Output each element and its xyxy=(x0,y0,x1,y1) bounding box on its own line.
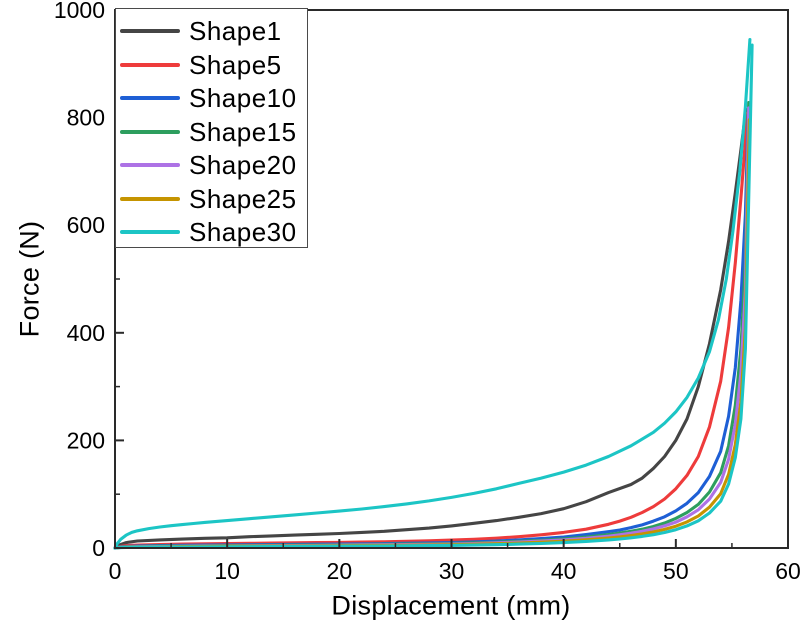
legend-label: Shape30 xyxy=(189,217,297,247)
legend-label: Shape1 xyxy=(189,16,282,46)
legend-entry-shape25: Shape25 xyxy=(116,182,307,216)
x-tick-label: 0 xyxy=(109,558,122,584)
legend-label: Shape20 xyxy=(189,150,297,180)
x-tick-label: 30 xyxy=(439,558,465,584)
legend-line-swatch xyxy=(120,163,180,167)
legend-entry-shape30: Shape30 xyxy=(116,215,307,249)
legend-entry-shape15: Shape15 xyxy=(116,115,307,149)
legend-entry-shape1: Shape1 xyxy=(116,14,307,48)
legend-line-swatch xyxy=(120,96,180,100)
x-tick-label: 20 xyxy=(327,558,353,584)
x-tick-label: 50 xyxy=(663,558,689,584)
legend-label: Shape25 xyxy=(189,183,297,214)
y-axis-title: Force (N) xyxy=(14,220,45,338)
legend-line-swatch xyxy=(120,129,180,134)
y-tick-label: 800 xyxy=(67,105,105,131)
x-tick-label: 60 xyxy=(775,558,800,584)
legend-line-swatch xyxy=(120,230,180,234)
legend-line-swatch xyxy=(120,196,180,201)
y-tick-label: 1000 xyxy=(54,0,105,23)
legend-line-swatch xyxy=(120,29,180,33)
series-line-shape30 xyxy=(113,38,752,550)
legend-entry-shape20: Shape20 xyxy=(116,148,307,182)
y-tick-label: 400 xyxy=(67,320,105,346)
x-tick-label: 10 xyxy=(214,558,240,584)
legend-label: Shape5 xyxy=(189,49,282,80)
legend-label: Shape10 xyxy=(189,83,297,113)
y-tick-label: 200 xyxy=(67,427,105,453)
legend-line-swatch xyxy=(120,62,180,67)
legend-entry-shape10: Shape10 xyxy=(116,81,307,115)
legend-box: Shape1 Shape5 Shape10 Shape15 Shape20 Shape25… xyxy=(115,8,308,248)
x-tick-label: 40 xyxy=(551,558,577,584)
x-axis-title: Displacement (mm) xyxy=(331,590,571,621)
legend-label: Shape15 xyxy=(189,116,297,147)
y-tick-label: 600 xyxy=(67,212,105,238)
legend-entry-shape5: Shape5 xyxy=(116,48,307,82)
y-tick-label: 0 xyxy=(92,535,105,561)
